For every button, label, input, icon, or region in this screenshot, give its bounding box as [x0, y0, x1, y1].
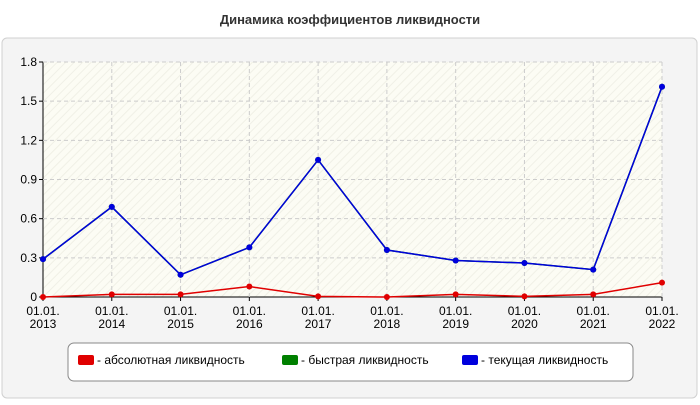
point: [177, 291, 184, 298]
y-tick-label: 0.9: [20, 173, 37, 187]
point: [659, 83, 665, 90]
chart-title: Динамика коэффициентов ликвидности: [220, 12, 480, 27]
point: [108, 291, 115, 298]
x-tick-label: 01.01. 2019: [439, 304, 472, 331]
series-line: [42, 281, 663, 298]
x-tick-label: 01.01. 2014: [95, 304, 128, 331]
point: [590, 291, 597, 298]
x-tick-label: 01.01. 2016: [233, 304, 266, 331]
series-line: [42, 86, 663, 276]
point: [40, 256, 46, 263]
y-tick-label: 0.6: [20, 212, 37, 226]
point: [246, 283, 253, 290]
legend-swatch: [462, 355, 478, 365]
legend-label: - быстрая ликвидность: [301, 353, 429, 367]
point: [659, 279, 665, 286]
y-tick-label: 0: [30, 290, 37, 304]
x-tick-label: 01.01. 2013: [26, 304, 59, 331]
legend-swatch: [282, 355, 298, 365]
point: [315, 293, 322, 300]
point: [383, 247, 390, 253]
point: [40, 294, 46, 300]
y-tick-label: 1.5: [20, 94, 37, 108]
point: [246, 244, 253, 251]
y-tick-label: 0.3: [20, 251, 37, 265]
x-tick-label: 01.01. 2021: [577, 304, 610, 331]
point: [452, 257, 459, 264]
y-tick-label: 1.2: [20, 133, 37, 147]
point: [590, 266, 597, 273]
point: [315, 156, 322, 163]
legend-label: - текущая ликвидность: [481, 353, 608, 367]
point: [383, 294, 390, 300]
x-tick-label: 01.01. 2015: [164, 304, 197, 331]
legend-swatch: [78, 355, 94, 365]
x-tick-label: 01.01. 2020: [508, 304, 541, 331]
point: [521, 260, 528, 267]
y-tick-label: 1.8: [20, 55, 37, 69]
x-tick-label: 01.01. 2022: [645, 304, 678, 331]
x-tick-label: 01.01. 2018: [370, 304, 403, 331]
point: [521, 293, 528, 300]
point: [177, 271, 184, 278]
point: [452, 291, 459, 298]
legend-label: - абсолютная ликвидность: [97, 353, 245, 367]
point: [108, 203, 115, 210]
x-tick-label: 01.01. 2017: [301, 304, 334, 331]
legend: [67, 342, 634, 382]
